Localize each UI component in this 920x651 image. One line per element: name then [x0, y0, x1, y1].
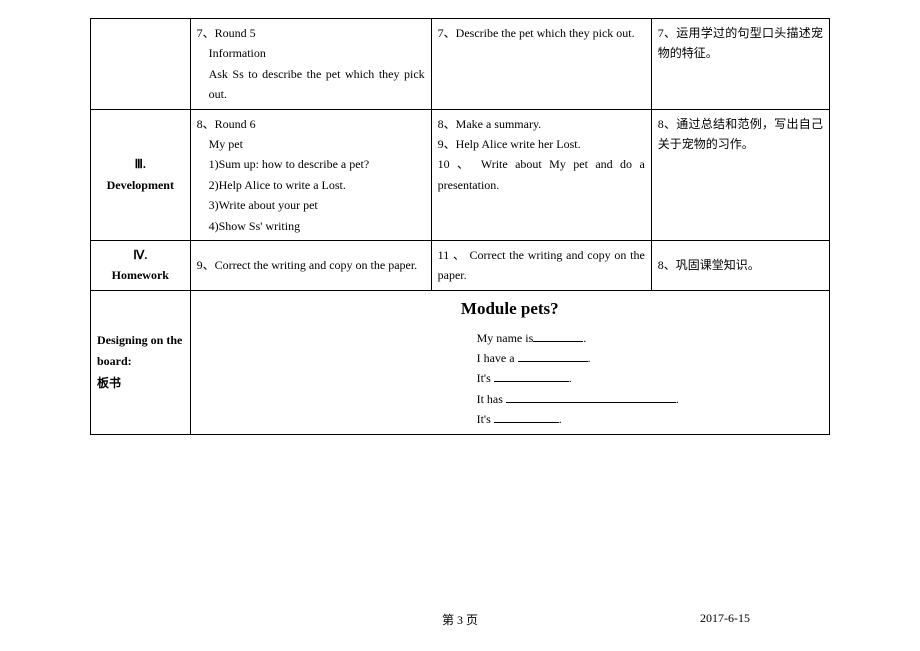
row-label: Ⅲ. Development [91, 109, 191, 240]
document-page: 7、Round 5 Information Ask Ss to describe… [0, 0, 920, 651]
cell-procedures: 7、Describe the pet which they pick out. [431, 19, 651, 110]
board-line: It has . [477, 389, 823, 409]
cell-line: paper. [438, 265, 645, 285]
cell-line: 8、巩固课堂知识。 [658, 255, 823, 275]
cell-purpose: 8、巩固课堂知识。 [651, 240, 829, 290]
line-pre: It's [477, 371, 494, 385]
line-post: . [569, 371, 572, 385]
cell-line: 3)Write about your pet [197, 195, 425, 215]
line-post: . [583, 331, 586, 345]
line-post: . [588, 351, 591, 365]
cell-line: 7、Round 5 [197, 23, 425, 43]
cell-line: 4)Show Ss' writing [197, 216, 425, 236]
cell-line: 8、Round 6 [197, 114, 425, 134]
board-title: Module pets? [197, 295, 823, 324]
blank [533, 329, 583, 342]
board-lines: My name is. I have a . It's . It has . I… [477, 328, 823, 430]
cell-line: Ask Ss to describe the pet which they pi… [197, 64, 425, 105]
cell-line: 8、Make a summary. [438, 114, 645, 134]
line-post: . [559, 412, 562, 426]
row-label: Ⅳ. Homework [91, 240, 191, 290]
cell-purpose: 8、通过总结和范例，写出自己关于宠物的习作。 [651, 109, 829, 240]
cell-procedures: 8、Make a summary. 9、Help Alice write her… [431, 109, 651, 240]
lesson-table: 7、Round 5 Information Ask Ss to describe… [90, 18, 830, 435]
board-row: Designing on the board: 板书 Module pets? … [91, 290, 830, 434]
board-line: It's . [477, 409, 823, 429]
line-pre: I have a [477, 351, 518, 365]
table-row: Ⅳ. Homework 9、Correct the writing and co… [91, 240, 830, 290]
board-content: Module pets? My name is. I have a . It's… [190, 290, 829, 434]
line-pre: It has [477, 392, 506, 406]
cell-line: 1)Sum up: how to describe a pet? [197, 154, 425, 174]
cell-line: 7、Describe the pet which they pick out. [438, 23, 645, 43]
board-line: It's . [477, 368, 823, 388]
line-pre: My name is [477, 331, 534, 345]
cell-line: 9、Correct the writing and copy on the pa… [197, 255, 425, 275]
blank [518, 349, 588, 362]
blank [506, 390, 676, 403]
page-number: 第 3 页 [442, 611, 478, 628]
board-line: My name is. [477, 328, 823, 348]
cell-line: 9、Help Alice write her Lost. [438, 134, 645, 154]
cell-activities: 8、Round 6 My pet 1)Sum up: how to descri… [190, 109, 431, 240]
cell-line: 2)Help Alice to write a Lost. [197, 175, 425, 195]
row-label [91, 19, 191, 110]
cell-line: 8、通过总结和范例，写出自己关于宠物的习作。 [658, 114, 823, 155]
blank [494, 369, 569, 382]
board-label: Designing on the board: 板书 [91, 290, 191, 434]
cell-activities: 7、Round 5 Information Ask Ss to describe… [190, 19, 431, 110]
line-pre: It's [477, 412, 494, 426]
cell-line: Information [197, 43, 425, 63]
blank [494, 410, 559, 423]
cell-procedures: 11 、 Correct the writing and copy on the… [431, 240, 651, 290]
cell-line: presentation. [438, 175, 645, 195]
table-row: 7、Round 5 Information Ask Ss to describe… [91, 19, 830, 110]
cell-line: 7、运用学过的句型口头描述宠物的特征。 [658, 23, 823, 64]
table-row: Ⅲ. Development 8、Round 6 My pet 1)Sum up… [91, 109, 830, 240]
page-date: 2017-6-15 [700, 611, 750, 626]
cell-line: 10 、 Write about My pet and do a [438, 154, 645, 174]
cell-activities: 9、Correct the writing and copy on the pa… [190, 240, 431, 290]
cell-line: My pet [197, 134, 425, 154]
line-post: . [676, 392, 679, 406]
cell-purpose: 7、运用学过的句型口头描述宠物的特征。 [651, 19, 829, 110]
cell-line: 11 、 Correct the writing and copy on the [438, 245, 645, 265]
board-line: I have a . [477, 348, 823, 368]
